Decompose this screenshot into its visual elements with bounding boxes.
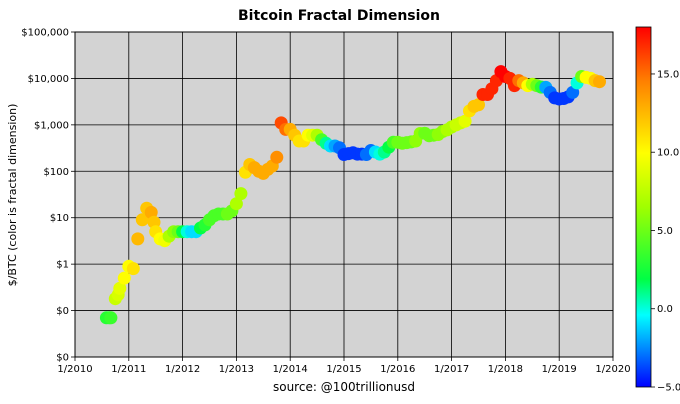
data-point [117, 271, 131, 285]
colorbar-tick-label: 15.0 [657, 69, 679, 80]
data-point [234, 187, 248, 201]
data-point [126, 262, 140, 276]
y-tick-label: $0 [56, 306, 69, 317]
colorbar-tick-label: 5.0 [657, 226, 673, 237]
y-tick-label: $1 [56, 260, 69, 271]
y-tick-label: $100 [44, 167, 69, 178]
y-tick-label: $100,000 [21, 28, 69, 39]
data-point [135, 213, 149, 227]
x-tick-label: 1/2010 [57, 364, 92, 375]
colorbar-ticks: −5.0 0.0 5.0 10.0 15.0 [651, 69, 680, 394]
data-point [104, 311, 118, 325]
x-tick-label: 1/2016 [380, 364, 415, 375]
data-point [270, 150, 284, 164]
x-tick-label: 1/2017 [434, 364, 469, 375]
data-point [458, 114, 472, 128]
grid [74, 31, 614, 358]
y-tick-label: $10 [50, 213, 69, 224]
x-tick-label: 1/2012 [165, 364, 200, 375]
y-axis-label: $/BTC (color is fractal dimension) [6, 104, 19, 287]
data-point [144, 205, 158, 219]
y-tick-label: $10,000 [28, 74, 69, 85]
x-tick-label: 1/2011 [111, 364, 146, 375]
x-axis-label: source: @100trillionusd [273, 380, 415, 394]
chart-title: Bitcoin Fractal Dimension [238, 8, 440, 24]
x-tick-label: 1/2018 [488, 364, 523, 375]
colorbar-tick-label: −5.0 [657, 383, 680, 394]
x-axis: 1/2010 1/2011 1/2012 1/2013 1/2014 1/2015 1/20… [57, 357, 631, 375]
y-tick-label: $0 [56, 353, 69, 364]
data-points [99, 65, 606, 325]
x-tick-label: 1/2019 [542, 364, 577, 375]
y-axis: $0 $0 $1 $10 $100 $1,000 $10,000 $100,000 [21, 28, 75, 364]
data-point [229, 197, 243, 211]
x-tick-label: 1/2020 [595, 364, 630, 375]
data-point [472, 98, 485, 112]
x-tick-label: 1/2014 [273, 364, 308, 375]
y-tick-label: $1,000 [34, 120, 69, 131]
data-point [113, 281, 127, 295]
data-point [131, 232, 145, 246]
data-point [593, 75, 606, 89]
x-tick-label: 1/2013 [219, 364, 254, 375]
x-tick-label: 1/2015 [326, 364, 361, 375]
colorbar [635, 26, 652, 388]
colorbar-tick-label: 0.0 [657, 304, 673, 315]
colorbar-tick-label: 10.0 [657, 148, 679, 159]
